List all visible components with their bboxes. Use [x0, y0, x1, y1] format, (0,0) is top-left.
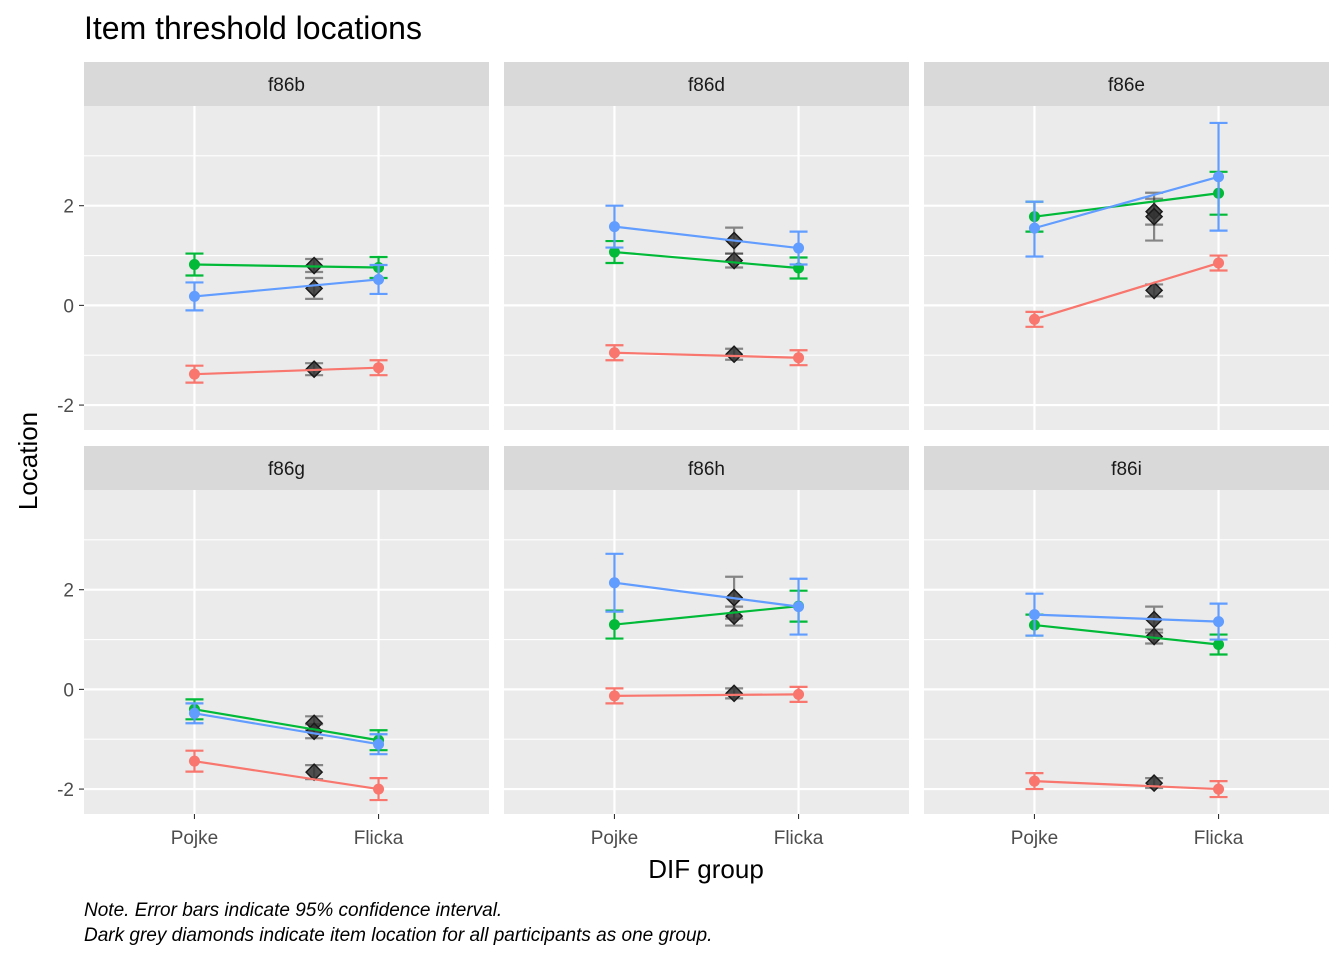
y-tick-label: 0 [63, 296, 74, 317]
facet-label: f86d [688, 75, 725, 96]
overall-diamond [1145, 281, 1164, 300]
threshold-point [373, 783, 385, 795]
threshold-series-line [194, 366, 379, 376]
caption-line-1: Note. Error bars indicate 95% confidence… [84, 900, 502, 921]
x-tick-label: Pojke [1011, 828, 1059, 849]
threshold-point [1213, 783, 1225, 795]
panel-f86b: f86b -2 0 2 [57, 62, 489, 430]
threshold-point [793, 601, 805, 613]
panel-background [84, 106, 489, 430]
facet-panels: f86b -2 0 2 f86d f86e f86g -2 0 2 Pojke Flicka f86h P… [57, 62, 1329, 849]
threshold-point [373, 362, 385, 374]
threshold-point [1213, 639, 1225, 651]
threshold-point [608, 577, 620, 589]
threshold-series-line [1034, 261, 1219, 321]
y-axis-title: Location [13, 412, 43, 510]
panel-background [504, 490, 909, 814]
panel-background [504, 106, 909, 430]
y-tick-label: -2 [57, 396, 74, 417]
threshold-point [188, 259, 200, 271]
threshold-point [188, 755, 200, 767]
threshold-point [608, 246, 620, 258]
x-tick-label: Pojke [171, 828, 219, 849]
threshold-point [608, 347, 620, 359]
threshold-point [1213, 616, 1225, 628]
y-tick-label: -2 [57, 780, 74, 801]
threshold-series-line [1034, 780, 1219, 791]
threshold-point [373, 273, 385, 285]
facet-label: f86i [1111, 459, 1142, 480]
threshold-series-line [614, 225, 799, 250]
threshold-point [793, 242, 805, 254]
facet-label: f86h [688, 459, 725, 480]
facet-strip [504, 446, 909, 490]
x-tick-label: Flicka [1194, 828, 1244, 849]
y-tick-label: 0 [63, 680, 74, 701]
overall-diamond [725, 251, 744, 270]
threshold-point [1028, 313, 1040, 325]
facet-strip [84, 62, 489, 106]
threshold-series-line [194, 263, 379, 269]
x-tick-label: Flicka [354, 828, 404, 849]
x-tick-label: Pojke [591, 828, 639, 849]
threshold-series-line [1034, 192, 1219, 218]
threshold-series-line [614, 605, 799, 626]
panel-background [924, 490, 1329, 814]
threshold-point [1213, 257, 1225, 269]
y-tick-label: 2 [63, 581, 74, 602]
threshold-series-line [614, 351, 799, 359]
threshold-series-line [194, 708, 379, 742]
overall-diamond [1145, 207, 1164, 226]
panel-f86d: f86d [504, 62, 909, 430]
threshold-point [1028, 775, 1040, 787]
threshold-series-line [194, 760, 379, 791]
threshold-series-line [194, 712, 379, 746]
threshold-point [188, 290, 200, 302]
caption-line-2: Dark grey diamonds indicate item locatio… [84, 925, 712, 946]
threshold-series-line [614, 581, 799, 608]
threshold-series-line [1034, 623, 1219, 646]
threshold-point [608, 690, 620, 702]
threshold-point [188, 707, 200, 719]
panel-f86i: f86i Pojke Flicka [924, 446, 1329, 849]
panel-f86h: f86h Pojke Flicka [504, 446, 909, 849]
overall-diamond [725, 684, 744, 703]
x-axis-title: DIF group [648, 854, 764, 884]
threshold-point [1213, 171, 1225, 183]
threshold-series-line [1034, 613, 1219, 623]
x-tick-label: Flicka [774, 828, 824, 849]
panel-f86g: f86g -2 0 2 Pojke Flicka [57, 446, 489, 849]
threshold-point [793, 352, 805, 364]
threshold-point [1028, 222, 1040, 234]
panel-f86e: f86e [924, 62, 1329, 430]
threshold-point [608, 619, 620, 631]
panel-background [84, 490, 489, 814]
facet-label: f86b [268, 75, 305, 96]
facet-label: f86g [268, 459, 305, 480]
chart-title: Item threshold locations [84, 10, 422, 46]
panel-background [924, 106, 1329, 430]
threshold-series-line [1034, 175, 1219, 230]
threshold-point [793, 688, 805, 700]
facet-strip [924, 446, 1329, 490]
facet-label: f86e [1108, 75, 1145, 96]
y-tick-label: 2 [63, 197, 74, 218]
threshold-point [1028, 609, 1040, 621]
threshold-series-line [194, 278, 379, 298]
facet-strip [504, 62, 909, 106]
threshold-point [608, 221, 620, 233]
threshold-point [373, 738, 385, 750]
overall-diamond [725, 345, 744, 364]
facet-strip [84, 446, 489, 490]
threshold-series-line [614, 693, 799, 697]
threshold-point [188, 368, 200, 380]
threshold-series-line [614, 250, 799, 270]
facet-strip [924, 62, 1329, 106]
